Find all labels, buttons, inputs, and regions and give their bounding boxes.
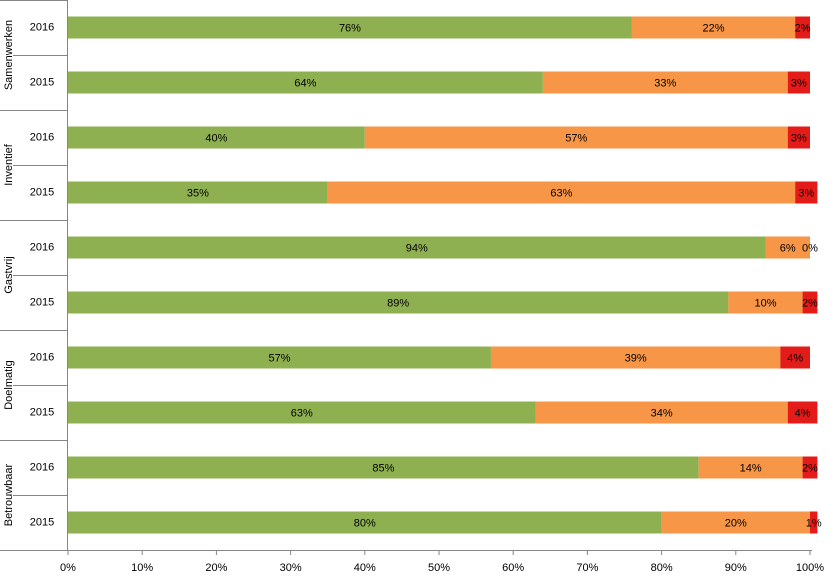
x-tick-label: 90% — [725, 562, 747, 574]
bar-segment — [68, 236, 766, 259]
value-label: 39% — [625, 352, 647, 364]
value-label: 14% — [740, 462, 762, 474]
y-tick-label: 2016 — [30, 461, 54, 473]
y-tick-label: 2015 — [30, 296, 54, 308]
value-label: 2% — [802, 462, 818, 474]
value-label: 85% — [372, 462, 394, 474]
bar-segment — [795, 16, 810, 39]
value-label: 64% — [294, 77, 316, 89]
value-label: 6% — [780, 242, 796, 254]
bar-segment — [802, 456, 818, 479]
bar-segment — [68, 456, 699, 479]
bar-segment — [728, 291, 803, 314]
group-label: Betrouwbaar — [3, 463, 15, 526]
value-label: 34% — [651, 407, 673, 419]
bar-segment — [68, 126, 365, 149]
value-label: 89% — [387, 297, 409, 309]
value-label: 63% — [291, 407, 313, 419]
value-label: 80% — [354, 517, 376, 529]
bar-segment — [68, 346, 491, 369]
x-tick-label: 30% — [280, 562, 302, 574]
x-tick-label: 50% — [428, 562, 450, 574]
bar-segment — [68, 511, 662, 534]
bar-segment — [698, 456, 803, 479]
x-tick-label: 80% — [651, 562, 673, 574]
y-tick-label: 2016 — [30, 21, 54, 33]
value-label: 33% — [654, 77, 676, 89]
bar-segment — [802, 291, 818, 314]
bar-segment — [810, 511, 818, 534]
bar-segment — [661, 511, 810, 534]
x-tick-label: 20% — [205, 562, 227, 574]
bar-segment — [68, 71, 543, 94]
x-tick-label: 100% — [796, 562, 824, 574]
y-tick-label: 2016 — [30, 351, 54, 363]
value-label: 40% — [205, 132, 227, 144]
x-tick-label: 70% — [576, 562, 598, 574]
bar-segment — [68, 16, 632, 39]
bar-segment — [780, 346, 810, 369]
group-label: Doelmatig — [3, 360, 15, 410]
value-label: 0% — [802, 242, 818, 254]
y-tick-label: 2015 — [30, 516, 54, 528]
bar-segment — [787, 401, 818, 424]
bar-segment — [68, 181, 328, 204]
group-label: Samenwerken — [3, 20, 15, 90]
bar-segment — [327, 181, 796, 204]
value-label: 76% — [339, 22, 361, 34]
group-label: Gastvrij — [3, 256, 15, 293]
value-label: 10% — [754, 297, 776, 309]
value-label: 94% — [406, 242, 428, 254]
value-label: 2% — [795, 22, 811, 34]
value-label: 3% — [791, 77, 807, 89]
value-label: 2% — [802, 297, 818, 309]
y-tick-label: 2016 — [30, 131, 54, 143]
y-tick-label: 2015 — [30, 406, 54, 418]
bar-segment — [490, 346, 781, 369]
bar-segment — [765, 236, 810, 259]
x-tick-label: 40% — [354, 562, 376, 574]
value-label: 3% — [791, 132, 807, 144]
value-label: 4% — [795, 407, 811, 419]
group-label: Inventief — [3, 143, 15, 186]
value-label: 63% — [550, 187, 572, 199]
value-label: 57% — [268, 352, 290, 364]
value-label: 1% — [806, 517, 822, 529]
bar-segment — [364, 126, 788, 149]
x-tick-label: 10% — [131, 562, 153, 574]
value-label: 4% — [787, 352, 803, 364]
value-label: 20% — [725, 517, 747, 529]
y-tick-label: 2015 — [30, 186, 54, 198]
y-tick-label: 2015 — [30, 76, 54, 88]
bar-segment — [535, 401, 788, 424]
y-tick-label: 2016 — [30, 241, 54, 253]
value-label: 35% — [187, 187, 209, 199]
value-label: 3% — [798, 187, 814, 199]
x-tick-label: 0% — [60, 562, 76, 574]
bar-segment — [68, 291, 729, 314]
bar-segment — [787, 71, 810, 94]
x-tick-label: 60% — [502, 562, 524, 574]
value-label: 22% — [703, 22, 725, 34]
bar-segment — [795, 181, 818, 204]
bar-segment — [542, 71, 788, 94]
bar-segment — [787, 126, 810, 149]
value-label: 57% — [565, 132, 587, 144]
bar-segment — [68, 401, 536, 424]
bar-segment — [631, 16, 796, 39]
